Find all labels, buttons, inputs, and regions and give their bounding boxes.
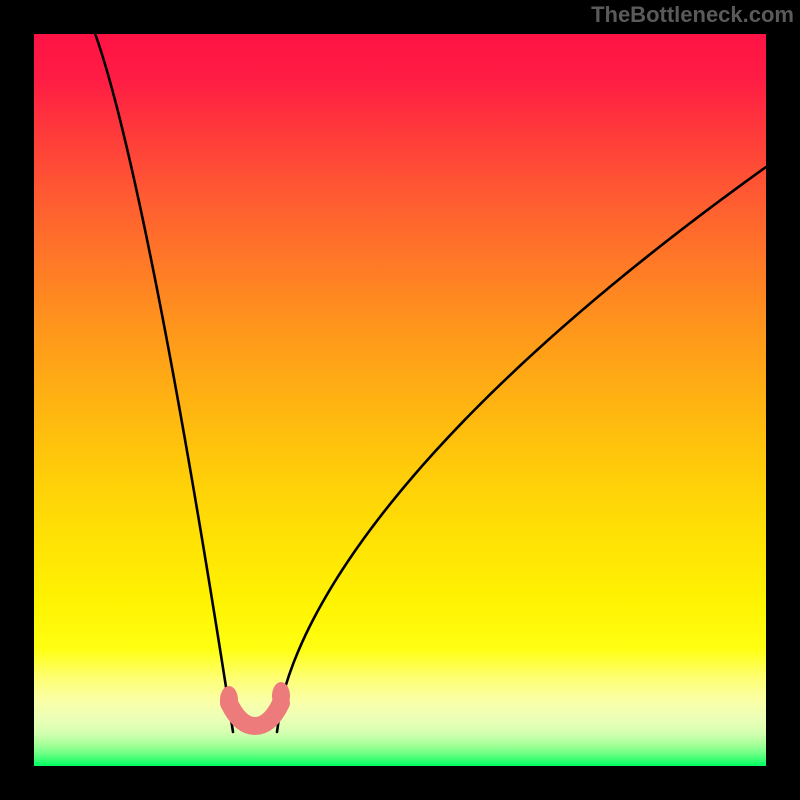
watermark-text: TheBottleneck.com [591, 2, 794, 28]
chart-svg [0, 0, 800, 800]
plot-area [34, 34, 766, 766]
bottom-bump-left [220, 686, 238, 714]
canvas-root: TheBottleneck.com [0, 0, 800, 800]
bottom-bump-right [272, 682, 290, 710]
